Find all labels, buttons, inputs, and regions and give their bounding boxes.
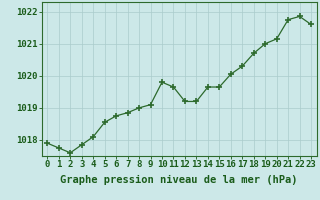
X-axis label: Graphe pression niveau de la mer (hPa): Graphe pression niveau de la mer (hPa) xyxy=(60,175,298,185)
